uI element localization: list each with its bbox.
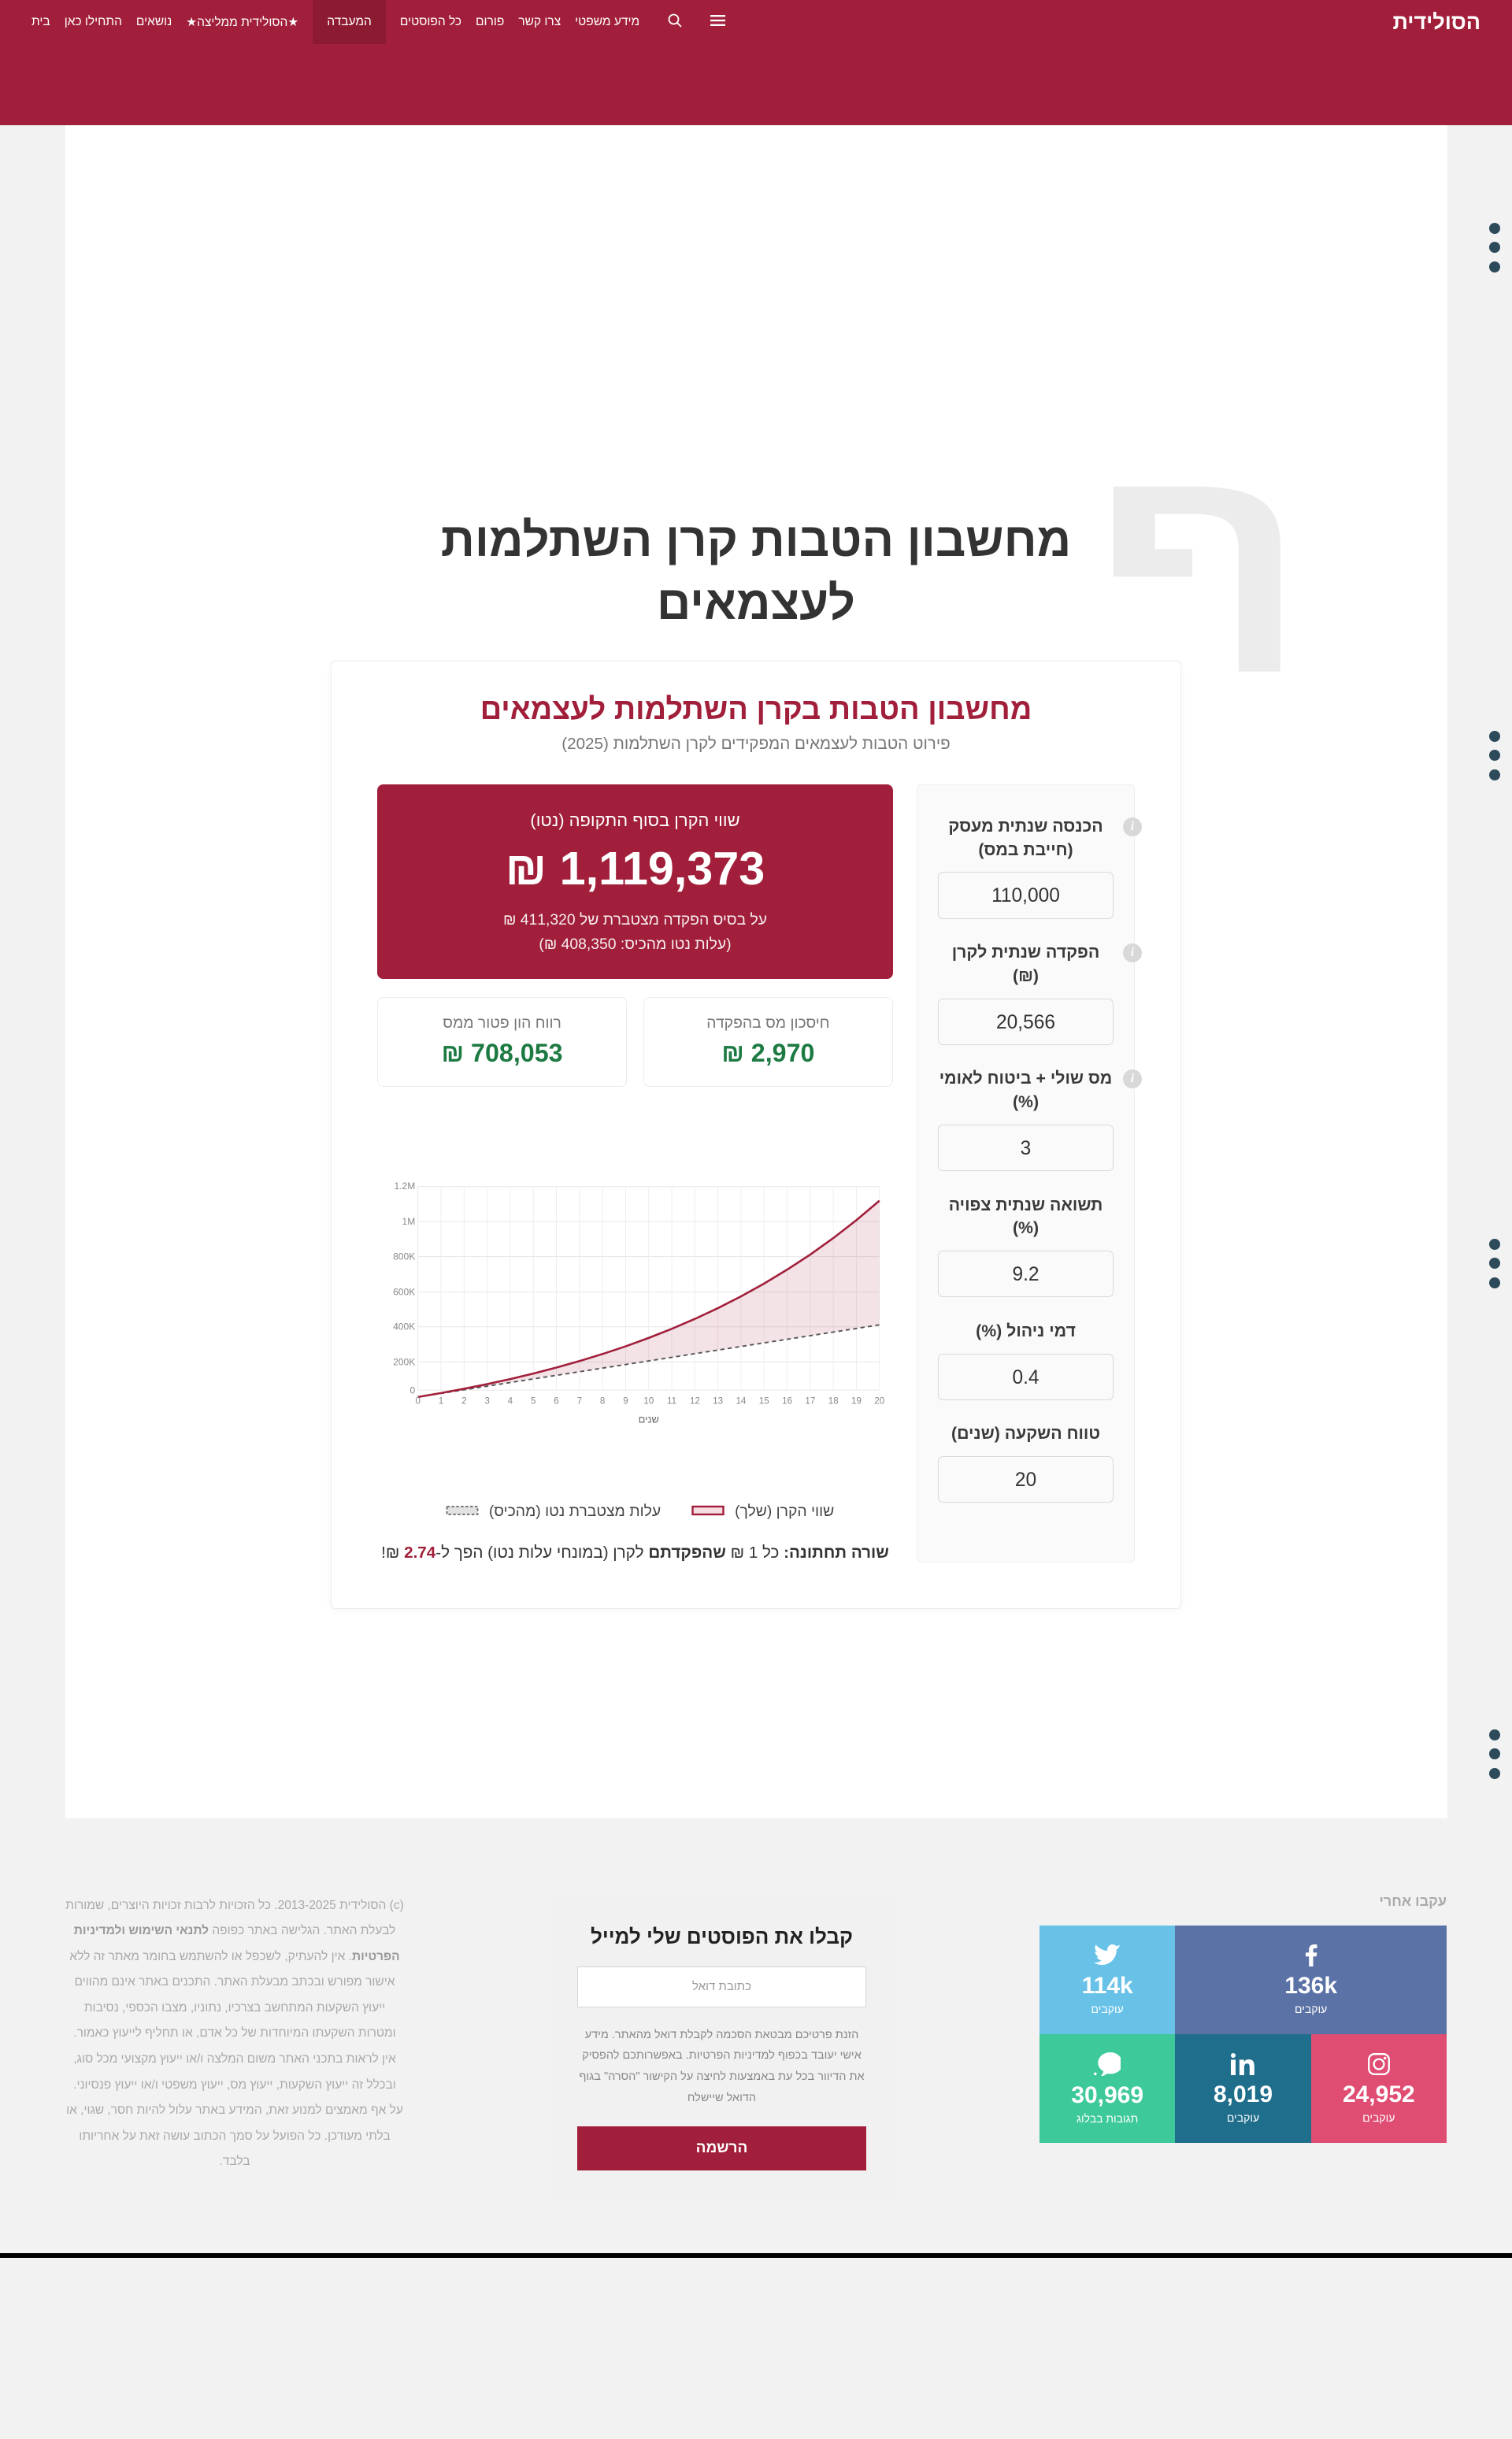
svg-text:1: 1 [439,1396,443,1406]
svg-text:17: 17 [805,1396,815,1406]
svg-text:2: 2 [461,1396,466,1406]
svg-text:200K: 200K [393,1356,415,1367]
svg-text:16: 16 [782,1396,792,1406]
svg-text:8: 8 [600,1396,605,1406]
svg-text:0: 0 [410,1384,416,1396]
svg-text:20: 20 [874,1396,884,1406]
svg-text:4: 4 [508,1396,513,1406]
svg-text:7: 7 [577,1396,582,1406]
svg-text:9: 9 [623,1396,628,1406]
svg-text:15: 15 [759,1396,769,1406]
svg-text:13: 13 [713,1396,723,1406]
svg-text:14: 14 [736,1396,746,1406]
svg-text:11: 11 [667,1396,676,1406]
svg-text:1.2M: 1.2M [394,1181,415,1192]
svg-text:12: 12 [690,1396,700,1406]
svg-text:10: 10 [643,1396,654,1406]
svg-text:19: 19 [851,1396,862,1406]
svg-text:3: 3 [484,1396,489,1406]
svg-text:5: 5 [531,1396,536,1406]
svg-text:18: 18 [828,1396,839,1406]
svg-text:600K: 600K [393,1286,415,1297]
svg-text:6: 6 [554,1396,558,1406]
svg-text:800K: 800K [393,1251,415,1262]
svg-text:400K: 400K [393,1321,415,1332]
svg-text:1M: 1M [402,1216,416,1227]
svg-text:שנים: שנים [639,1413,659,1425]
svg-text:0: 0 [415,1396,421,1406]
